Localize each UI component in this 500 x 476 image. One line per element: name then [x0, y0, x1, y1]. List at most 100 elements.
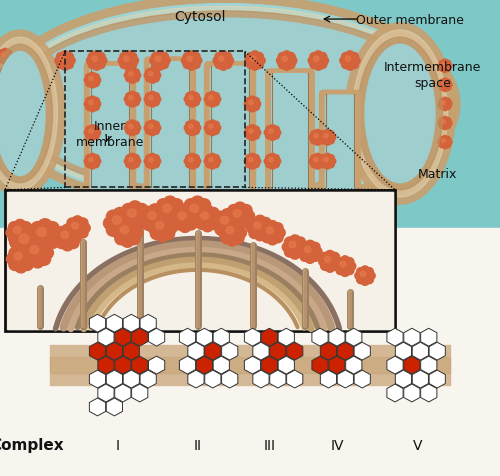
Circle shape — [300, 243, 310, 252]
Circle shape — [182, 206, 194, 218]
Circle shape — [252, 162, 260, 169]
Circle shape — [184, 212, 198, 224]
Circle shape — [206, 93, 212, 100]
Circle shape — [213, 58, 222, 65]
Circle shape — [340, 58, 348, 65]
Circle shape — [140, 213, 152, 225]
Circle shape — [246, 127, 252, 133]
Circle shape — [126, 94, 139, 106]
Circle shape — [212, 155, 220, 162]
Circle shape — [86, 127, 92, 133]
Polygon shape — [278, 328, 294, 347]
Circle shape — [192, 61, 200, 69]
Circle shape — [340, 256, 349, 265]
Circle shape — [355, 272, 363, 280]
Ellipse shape — [8, 12, 442, 198]
Circle shape — [8, 222, 20, 233]
Circle shape — [234, 203, 246, 214]
Ellipse shape — [0, 5, 450, 205]
Circle shape — [92, 155, 100, 162]
Circle shape — [249, 97, 256, 103]
Circle shape — [126, 122, 139, 135]
Polygon shape — [253, 343, 269, 360]
Circle shape — [446, 121, 452, 127]
Circle shape — [86, 105, 92, 111]
Circle shape — [104, 217, 117, 230]
Circle shape — [84, 130, 91, 137]
Polygon shape — [286, 370, 303, 388]
Circle shape — [135, 217, 148, 229]
Circle shape — [227, 220, 238, 231]
Circle shape — [189, 154, 196, 160]
Circle shape — [314, 139, 321, 146]
Circle shape — [188, 125, 193, 129]
Circle shape — [445, 67, 451, 72]
Polygon shape — [270, 370, 286, 388]
Circle shape — [119, 210, 132, 223]
Circle shape — [268, 129, 273, 134]
Circle shape — [144, 159, 151, 165]
Circle shape — [8, 233, 20, 244]
Polygon shape — [106, 315, 122, 332]
Circle shape — [345, 258, 354, 267]
Circle shape — [150, 58, 158, 65]
Circle shape — [442, 87, 448, 92]
Circle shape — [6, 254, 18, 265]
Ellipse shape — [15, 19, 435, 190]
Circle shape — [248, 129, 253, 134]
Circle shape — [129, 163, 136, 170]
Circle shape — [329, 135, 336, 141]
Circle shape — [173, 206, 186, 218]
Circle shape — [88, 54, 104, 69]
Circle shape — [445, 143, 451, 149]
Circle shape — [340, 268, 349, 277]
Circle shape — [178, 212, 186, 220]
Circle shape — [132, 69, 140, 76]
Circle shape — [124, 159, 131, 165]
Circle shape — [30, 246, 38, 254]
Circle shape — [188, 52, 196, 60]
Circle shape — [30, 236, 46, 250]
Circle shape — [154, 159, 161, 165]
Circle shape — [94, 159, 101, 165]
Circle shape — [262, 233, 272, 243]
Circle shape — [262, 224, 282, 243]
Circle shape — [191, 197, 204, 209]
Circle shape — [209, 163, 216, 170]
Circle shape — [440, 61, 450, 72]
Circle shape — [320, 131, 328, 138]
Circle shape — [266, 127, 279, 139]
Circle shape — [179, 221, 191, 233]
Circle shape — [309, 135, 316, 141]
Polygon shape — [132, 328, 148, 347]
Circle shape — [129, 120, 136, 127]
Circle shape — [20, 222, 32, 233]
Circle shape — [266, 228, 274, 234]
Circle shape — [5, 133, 12, 140]
Circle shape — [235, 228, 246, 238]
Polygon shape — [346, 328, 362, 347]
Circle shape — [365, 268, 374, 276]
Polygon shape — [132, 384, 148, 402]
FancyBboxPatch shape — [325, 95, 356, 192]
Text: I: I — [116, 438, 119, 452]
Circle shape — [340, 262, 346, 268]
Circle shape — [439, 105, 445, 110]
Circle shape — [310, 162, 318, 169]
Circle shape — [228, 212, 240, 224]
Circle shape — [225, 58, 234, 65]
Circle shape — [216, 212, 240, 235]
Circle shape — [31, 256, 44, 268]
Circle shape — [345, 267, 354, 275]
Circle shape — [67, 228, 78, 238]
Circle shape — [361, 267, 369, 274]
Circle shape — [298, 243, 308, 252]
Circle shape — [346, 52, 354, 60]
Circle shape — [134, 159, 141, 165]
Polygon shape — [140, 315, 156, 332]
Circle shape — [185, 219, 197, 230]
Circle shape — [245, 58, 253, 65]
Circle shape — [194, 214, 205, 224]
Circle shape — [0, 127, 5, 133]
Circle shape — [320, 155, 328, 162]
